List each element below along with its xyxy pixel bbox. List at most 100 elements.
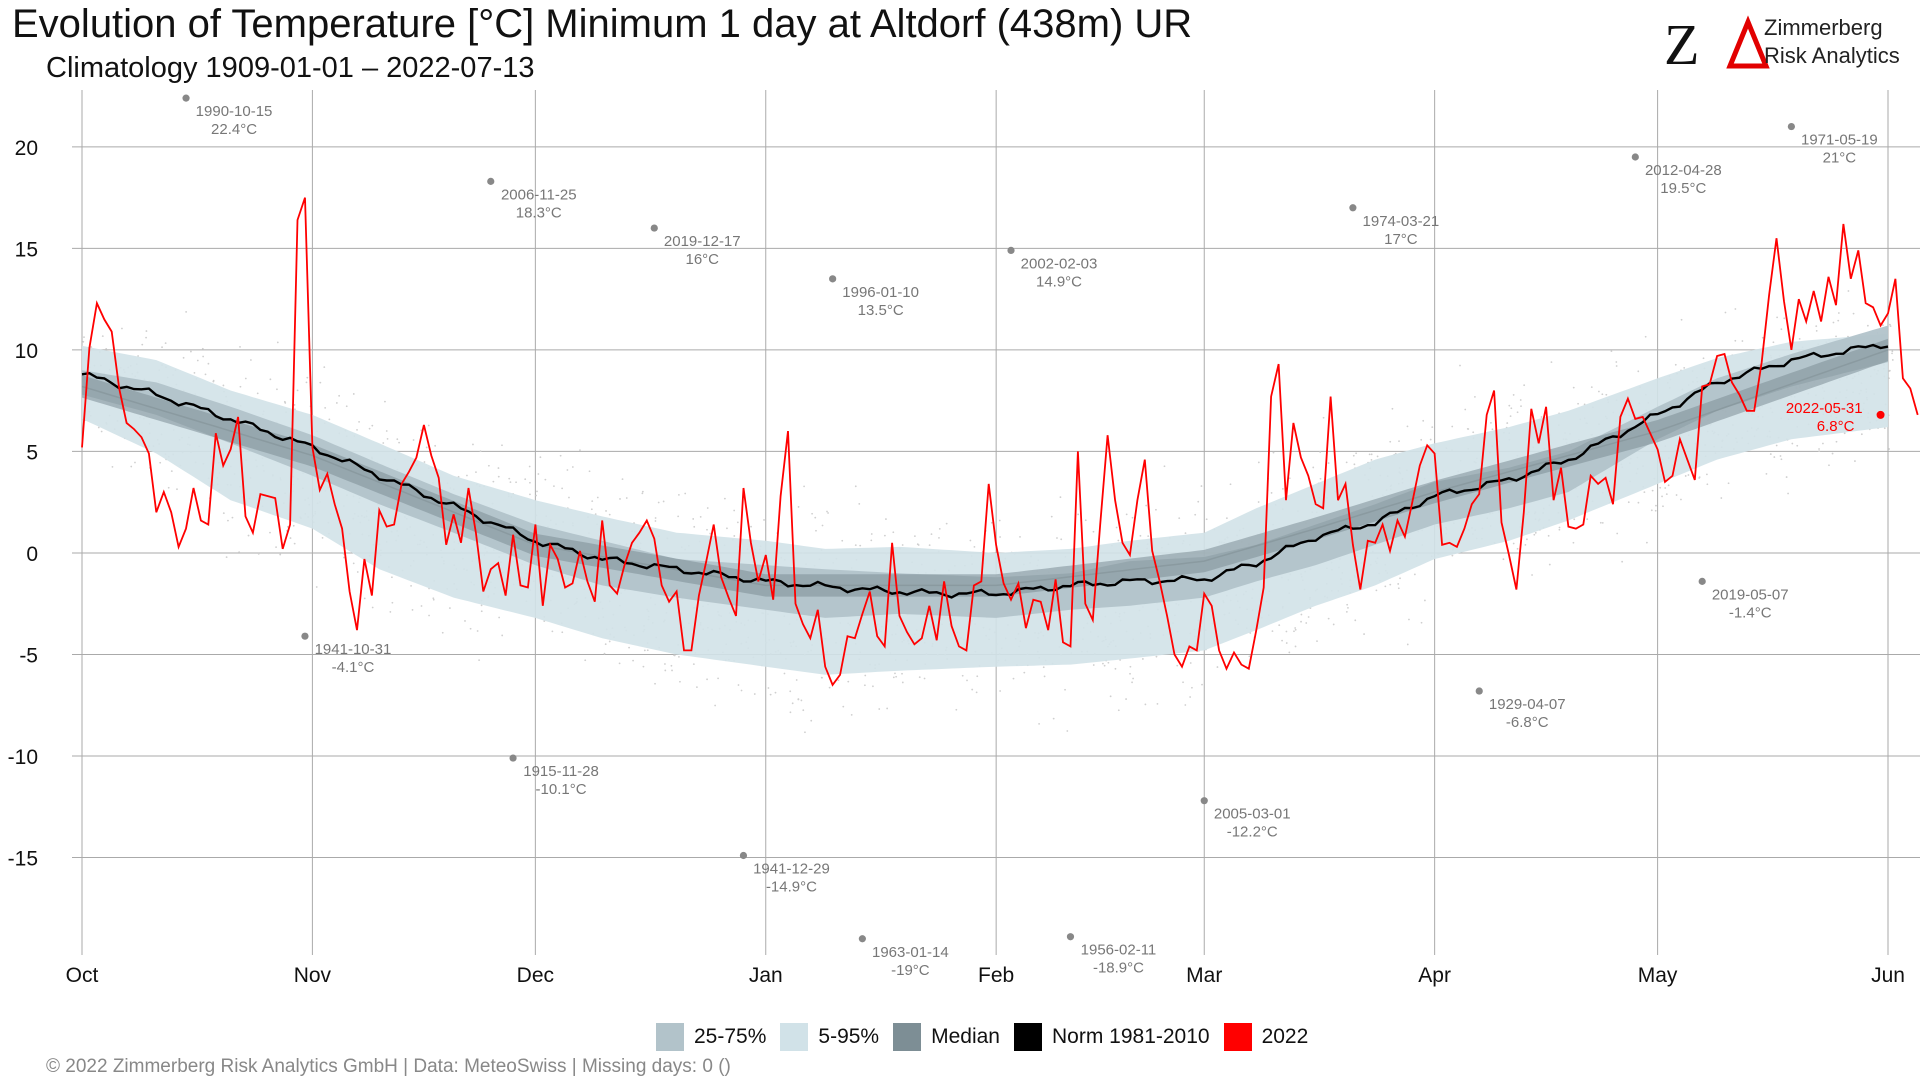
scatter-point	[247, 534, 250, 537]
scatter-point	[706, 678, 708, 681]
record-point	[650, 224, 658, 232]
scatter-point	[1052, 717, 1055, 720]
scatter-point	[391, 601, 394, 604]
scatter-point	[769, 693, 772, 696]
scatter-point	[1510, 407, 1513, 410]
scatter-point	[529, 493, 531, 496]
scatter-point	[396, 438, 399, 441]
scatter-point	[539, 456, 542, 459]
scatter-point	[736, 521, 739, 524]
legend-item: Norm 1981-2010	[1013, 1023, 1210, 1051]
scatter-point	[1184, 532, 1187, 534]
scatter-point	[537, 473, 540, 475]
scatter-point	[679, 680, 681, 683]
record-point	[858, 935, 866, 943]
scatter-point	[410, 584, 412, 587]
scatter-point	[837, 679, 840, 682]
scatter-point	[1891, 352, 1893, 355]
scatter-point	[529, 481, 531, 484]
scatter-point	[928, 544, 931, 547]
y-tick-label: 15	[15, 238, 38, 261]
scatter-point	[1345, 461, 1348, 464]
scatter-point	[1866, 324, 1869, 327]
scatter-point	[571, 466, 574, 468]
scatter-point	[1818, 448, 1820, 450]
scatter-point	[677, 515, 680, 518]
scatter-point	[269, 378, 272, 381]
scatter-point	[1854, 460, 1856, 462]
y-tick-label: -10	[8, 746, 38, 769]
scatter-point	[1406, 643, 1409, 646]
record-date-label: 1956-02-11	[1081, 942, 1157, 959]
scatter-point	[82, 340, 85, 343]
scatter-point	[1092, 664, 1095, 666]
record-value-label: 14.9°C	[1036, 273, 1082, 290]
scatter-point	[1815, 329, 1818, 332]
scatter-point	[795, 679, 798, 681]
scatter-point	[1674, 363, 1677, 366]
scatter-point	[1835, 440, 1838, 443]
x-tick-label: Oct	[66, 964, 99, 987]
scatter-point	[305, 381, 308, 384]
scatter-point	[1420, 621, 1423, 624]
record-value-label: -10.1°C	[536, 781, 587, 798]
scatter-point	[1352, 454, 1355, 457]
scatter-point	[1490, 422, 1492, 424]
scatter-point	[1547, 534, 1550, 537]
scatter-point	[854, 485, 857, 488]
scatter-point	[1627, 501, 1630, 504]
scatter-point	[696, 686, 698, 689]
scatter-point	[596, 496, 599, 499]
scatter-point	[1178, 517, 1181, 520]
company-logo: Z	[1664, 14, 1770, 74]
scatter-point	[342, 552, 345, 555]
scatter-point	[1548, 563, 1551, 566]
scatter-point	[478, 659, 481, 662]
scatter-point	[1019, 535, 1021, 538]
scatter-point	[1837, 319, 1840, 322]
scatter-point	[594, 513, 597, 516]
scatter-point	[1655, 504, 1657, 507]
scatter-point	[1156, 702, 1159, 705]
scatter-point	[1605, 393, 1608, 396]
scatter-point	[999, 690, 1002, 692]
scatter-point	[901, 672, 903, 675]
scatter-point	[706, 528, 708, 531]
record-point	[829, 275, 837, 283]
record-date-label: 2019-12-17	[664, 233, 741, 250]
scatter-point	[625, 497, 628, 499]
scatter-point	[1288, 651, 1291, 654]
scatter-point	[1837, 312, 1840, 314]
scatter-point	[239, 385, 242, 388]
scatter-point	[561, 487, 564, 490]
scatter-point	[1798, 338, 1801, 340]
scatter-point	[1285, 630, 1288, 633]
scatter-point	[145, 330, 148, 332]
scatter-point	[1363, 633, 1365, 635]
scatter-point	[1572, 541, 1575, 544]
scatter-point	[1665, 493, 1668, 496]
scatter-point	[182, 356, 185, 359]
scatter-point	[1651, 489, 1654, 492]
scatter-point	[664, 663, 666, 665]
record-point	[1787, 122, 1795, 131]
scatter-point	[1601, 393, 1604, 396]
scatter-point	[975, 691, 978, 694]
scatter-point	[1615, 365, 1618, 367]
scatter-point	[145, 336, 147, 339]
scatter-point	[1368, 453, 1371, 456]
scatter-point	[501, 444, 503, 447]
scatter-point	[878, 708, 881, 710]
chart-subtitle: Climatology 1909-01-01 – 2022-07-13	[46, 52, 535, 84]
legend: 25-75% 5-95% Median Norm 1981-2010 2022	[656, 1020, 1322, 1054]
scatter-point	[863, 684, 866, 687]
scatter-point	[1042, 666, 1045, 669]
scatter-point	[1680, 318, 1683, 321]
scatter-point	[1698, 477, 1701, 479]
scatter-point	[642, 665, 645, 668]
record-value-label: 21°C	[1823, 150, 1857, 167]
scatter-point	[352, 393, 355, 395]
scatter-point	[1189, 662, 1192, 664]
scatter-point	[1734, 339, 1737, 342]
scatter-point	[1319, 451, 1322, 453]
